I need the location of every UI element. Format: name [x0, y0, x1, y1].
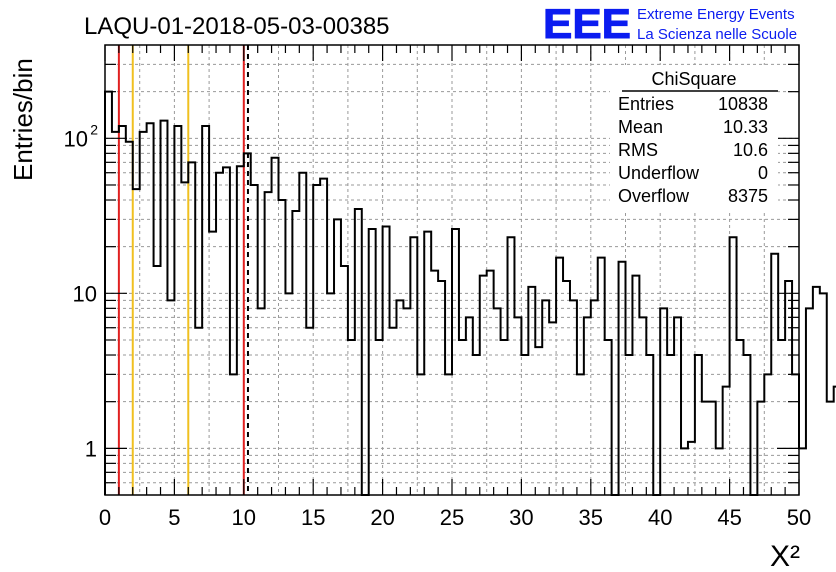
- x-tick-label: 5: [168, 505, 180, 530]
- stats-box: ChiSquare Entries 10838 Mean 10.33 RMS 10.6 Un…: [610, 65, 778, 210]
- y-tick-exponent: 2: [90, 121, 98, 137]
- stats-row-label: Mean: [618, 117, 663, 137]
- stats-row-label: RMS: [618, 140, 658, 160]
- run-title: LAQU-01-2018-05-03-00385: [84, 13, 390, 40]
- stats-box-background: [610, 65, 778, 210]
- stats-row-label: Overflow: [618, 186, 690, 206]
- x-tick-label: 35: [579, 505, 603, 530]
- stats-row-value: 10.33: [723, 117, 768, 137]
- x-tick-label: 40: [648, 505, 672, 530]
- threshold-lines: [117, 45, 249, 495]
- stats-row-value: 10838: [718, 94, 768, 114]
- eee-logo-mark: EEE: [543, 0, 631, 47]
- x-tick-label: 25: [440, 505, 464, 530]
- stats-row-value: 10.6: [733, 140, 768, 160]
- y-tick-label: 10: [64, 126, 88, 151]
- x-axis-label: X²: [770, 540, 800, 572]
- x-tick-label: 0: [99, 505, 111, 530]
- stats-row-value: 0: [758, 163, 768, 183]
- logo-line-1: Extreme Energy Events: [637, 6, 795, 23]
- eee-logo: EEE Extreme Energy Events La Scienza nel…: [543, 0, 798, 48]
- stats-row-label: Underflow: [618, 163, 700, 183]
- logo-line-2: La Scienza nelle Scuole: [637, 26, 797, 43]
- y-tick-label: 10: [73, 281, 97, 306]
- stats-row-label: Entries: [618, 94, 674, 114]
- y-tick-label: 1: [85, 436, 97, 461]
- x-tick-label: 30: [509, 505, 533, 530]
- stats-box-title: ChiSquare: [651, 69, 736, 89]
- x-tick-label: 10: [232, 505, 256, 530]
- x-tick-label: 50: [787, 505, 811, 530]
- histogram-series: [104, 90, 836, 496]
- x-tick-label: 45: [717, 505, 741, 530]
- x-tick-label: 20: [370, 505, 394, 530]
- x-tick-label: 15: [301, 505, 325, 530]
- y-axis-label: Entries/bin: [8, 58, 38, 181]
- stats-row-value: 8375: [728, 186, 768, 206]
